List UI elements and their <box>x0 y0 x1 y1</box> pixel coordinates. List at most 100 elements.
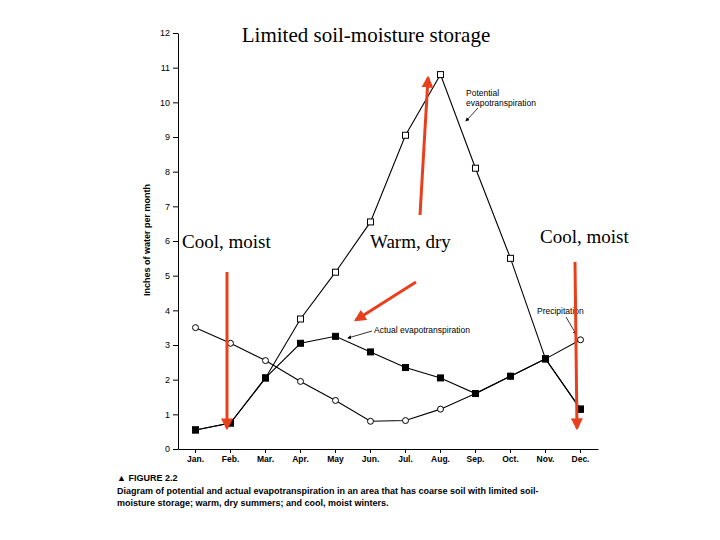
label-pointer <box>466 108 478 121</box>
series-marker <box>578 406 584 412</box>
y-tick: 7 <box>165 202 178 212</box>
x-tick-mark <box>230 449 231 453</box>
y-tick-label: 12 <box>160 28 170 38</box>
series-marker <box>438 375 444 381</box>
x-tick-label: Mar. <box>257 454 274 464</box>
series-label: Actual evapotranspiration <box>374 325 470 335</box>
label-pointer <box>348 331 372 338</box>
y-tick: 12 <box>160 28 178 38</box>
x-tick-label: May <box>327 454 344 464</box>
x-tick: Nov. <box>537 449 555 464</box>
x-tick: Apr. <box>292 449 309 464</box>
y-tick-mark <box>173 102 178 103</box>
y-tick-label: 3 <box>165 340 170 350</box>
x-tick-label: Dec. <box>572 454 590 464</box>
series-marker <box>368 219 374 225</box>
series-line <box>196 328 581 422</box>
x-tick-label: Jul. <box>398 454 413 464</box>
series-marker <box>333 269 339 275</box>
y-tick-label: 4 <box>165 306 170 316</box>
x-tick-mark <box>195 449 196 453</box>
y-tick-mark <box>173 68 178 69</box>
y-tick: 4 <box>165 306 178 316</box>
series-marker <box>333 333 339 339</box>
series-marker <box>368 418 374 424</box>
x-tick-mark <box>475 449 476 453</box>
annotation: Warm, dry <box>370 231 451 252</box>
series-marker <box>298 316 304 322</box>
background <box>0 0 720 540</box>
series-marker <box>193 325 199 331</box>
x-tick-mark <box>265 449 266 453</box>
y-tick-label: 6 <box>165 236 170 246</box>
series-marker <box>263 358 269 364</box>
y-tick-label: 8 <box>165 167 170 177</box>
y-tick: 6 <box>165 236 178 246</box>
y-tick-mark <box>173 380 178 381</box>
series-marker <box>298 378 304 384</box>
x-tick-mark <box>405 449 406 453</box>
y-tick-mark <box>173 33 178 34</box>
y-tick-label: 7 <box>165 202 170 212</box>
x-axis-line <box>179 449 599 450</box>
y-tick: 8 <box>165 167 178 177</box>
x-axis: Jan. Feb. Mar. Apr. May Jun. Jul. Aug. Sep. Oct. N… <box>179 449 599 464</box>
series-marker <box>263 375 269 381</box>
series-marker <box>508 373 514 379</box>
x-tick: Sep. <box>467 449 485 464</box>
y-tick-mark <box>173 276 178 277</box>
red-arrow <box>420 78 428 215</box>
title: Limited soil-moisture storage <box>242 23 490 47</box>
annotation: Cool, moist <box>540 226 629 247</box>
x-tick-mark <box>580 449 581 453</box>
x-tick-mark <box>370 449 371 453</box>
y-tick-label: 2 <box>165 375 170 385</box>
series-marker <box>473 165 479 171</box>
x-tick: Feb. <box>222 449 239 464</box>
series-marker <box>578 337 584 343</box>
x-tick-label: Jun. <box>362 454 379 464</box>
y-axis-title: Inches of water per month <box>142 184 152 296</box>
caption-line: moisture storage; warm, dry summers; and… <box>117 498 389 508</box>
x-tick: Jul. <box>398 449 413 464</box>
series-label: Potentialevapotranspiration <box>466 88 536 108</box>
series-marker <box>543 356 549 362</box>
series-marker <box>368 349 374 355</box>
y-tick: 5 <box>165 271 178 281</box>
series-marker <box>473 391 479 397</box>
y-tick-label: 5 <box>165 271 170 281</box>
y-tick-label: 9 <box>165 132 170 142</box>
series-marker <box>438 72 444 78</box>
y-tick-label: 11 <box>161 63 170 73</box>
y-tick-mark <box>173 137 178 138</box>
y-tick-mark <box>173 310 178 311</box>
x-tick: Mar. <box>257 449 274 464</box>
series-marker <box>193 427 199 433</box>
y-tick: 10 <box>160 98 178 108</box>
y-tick-label: 0 <box>165 444 170 454</box>
x-tick-mark <box>300 449 301 453</box>
y-tick-label: 1 <box>165 410 170 420</box>
y-tick-mark <box>173 449 178 450</box>
x-tick-label: Oct. <box>502 454 519 464</box>
y-axis: 0123456789101112 <box>160 28 179 454</box>
annotation: Cool, moist <box>182 231 271 252</box>
x-tick-mark <box>545 449 546 453</box>
x-tick-label: Aug. <box>431 454 450 464</box>
y-tick-mark <box>173 414 178 415</box>
series-marker <box>543 356 549 362</box>
y-tick-mark <box>173 241 178 242</box>
x-tick-label: Jan. <box>187 454 204 464</box>
y-tick-mark <box>173 172 178 173</box>
x-tick: May <box>327 449 344 464</box>
caption-line: Diagram of potential and actual evapotra… <box>117 486 539 496</box>
x-tick: Oct. <box>502 449 519 464</box>
x-tick: Jun. <box>362 449 379 464</box>
series-marker <box>263 375 269 381</box>
plot-area <box>193 72 584 433</box>
x-tick-label: Nov. <box>537 454 555 464</box>
series-marker <box>473 391 479 397</box>
x-tick: Aug. <box>431 449 450 464</box>
red-arrow <box>356 282 416 320</box>
series-marker <box>543 356 549 362</box>
